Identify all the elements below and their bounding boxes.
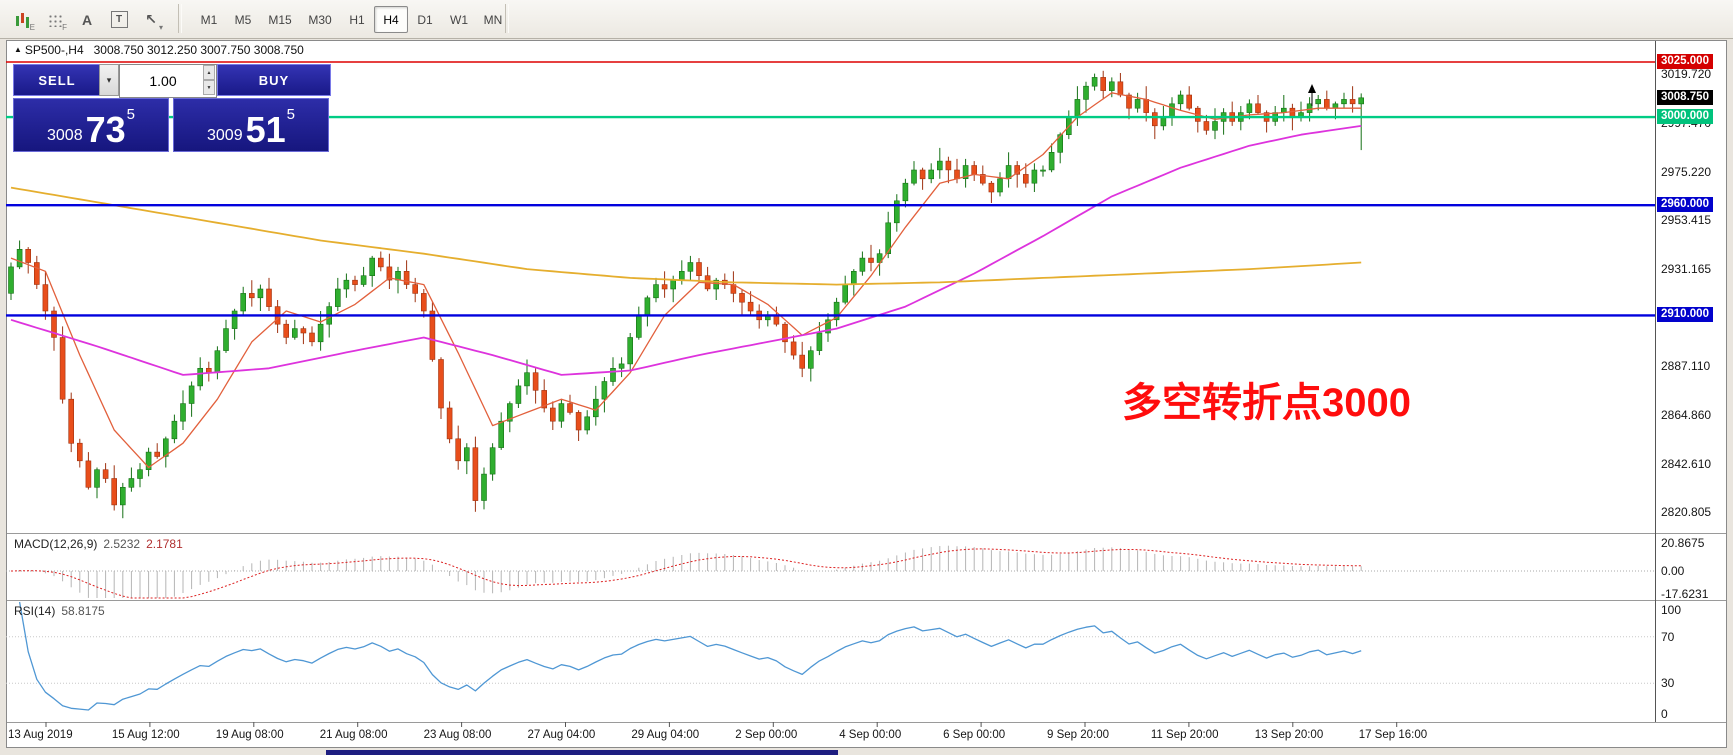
- timeframe-M5[interactable]: M5: [234, 12, 252, 27]
- time-tick-label: 9 Sep 20:00: [1047, 729, 1110, 741]
- ask-price-frac: 5: [286, 106, 295, 123]
- buy-button[interactable]: BUY: [217, 64, 331, 96]
- rsi-name: RSI(14): [14, 604, 56, 618]
- time-tick-label: 23 Aug 08:00: [423, 729, 492, 741]
- time-tick-label: 13 Sep 20:00: [1254, 729, 1324, 741]
- price-tick: 2842.610: [1661, 456, 1712, 471]
- sell-button[interactable]: SELL: [13, 64, 101, 96]
- timeframe-H4[interactable]: H4: [374, 6, 408, 33]
- time-tick-label: 27 Aug 04:00: [527, 729, 596, 741]
- macd-tick: 20.8675: [1661, 536, 1705, 551]
- chart-canvas[interactable]: [6, 40, 1727, 748]
- price-tag: 3000.000: [1657, 109, 1713, 125]
- ask-price-whole: 3009: [207, 127, 243, 144]
- chart-style-icon[interactable]: E: [8, 5, 38, 34]
- price-tick: 2931.165: [1661, 261, 1712, 276]
- price-tick: 2864.860: [1661, 407, 1712, 422]
- rsi-tick: 70: [1661, 629, 1675, 644]
- symbol-timeframe: SP500-,H4: [24, 43, 84, 57]
- rsi-value: 58.8175: [61, 604, 105, 618]
- toolbar-separator: [505, 4, 509, 33]
- rsi-tick: 30: [1661, 676, 1675, 691]
- price-tag: 2910.000: [1657, 307, 1713, 323]
- rsi-tick: 0: [1661, 707, 1668, 721]
- macd-main-value: 2.5232: [103, 537, 141, 551]
- macd-label: MACD(12,26,9) 2.5232 2.1781: [14, 537, 183, 551]
- time-tick-label: 15 Aug 12:00: [111, 729, 180, 741]
- timeframe-H1[interactable]: H1: [349, 12, 365, 27]
- time-tick-label: 4 Sep 00:00: [839, 729, 902, 741]
- draw-tools-icon[interactable]: ↖ ▾: [145, 11, 163, 32]
- timeframe-D1[interactable]: D1: [417, 12, 433, 27]
- macd-name: MACD(12,26,9): [14, 537, 98, 551]
- volume-input[interactable]: [119, 64, 217, 98]
- text-tool-icon[interactable]: T: [104, 5, 134, 34]
- macd-tick: -17.6231: [1661, 587, 1709, 602]
- time-tick-label: 2 Sep 00:00: [735, 729, 798, 741]
- price-tick: 2820.805: [1661, 505, 1712, 519]
- symbol-marker-icon: ▲: [14, 45, 22, 54]
- chart-title: ▲ SP500-,H4 3008.750 3012.250 3007.750 300…: [14, 43, 304, 57]
- volume-stepper[interactable]: ▲ ▼: [203, 65, 215, 95]
- ask-price-big: 51: [245, 109, 286, 151]
- time-tick-label: 11 Sep 20:00: [1150, 729, 1219, 741]
- price-tick: 2953.415: [1661, 212, 1712, 227]
- grid-icon[interactable]: F: [40, 5, 70, 34]
- timeframe-M15[interactable]: M15: [268, 12, 292, 27]
- ohlc-values: 3008.750 3012.250 3007.750 3008.750: [93, 43, 304, 57]
- volume-dropdown-button[interactable]: ▾: [99, 64, 119, 96]
- toolbar: E F A T ↖ ▾ M1 M5 M15 M30 H1 H4 D1 W1 MN: [0, 0, 1733, 39]
- price-tick: 2975.220: [1661, 164, 1712, 179]
- price-tag: 2960.000: [1657, 197, 1713, 213]
- timeframe-W1[interactable]: W1: [450, 12, 468, 27]
- price-tag: 3008.750: [1657, 89, 1713, 105]
- toolbar-separator: [178, 4, 182, 33]
- taskbar-sliver: [326, 750, 838, 755]
- time-tick-label: 29 Aug 04:00: [631, 729, 700, 741]
- timeframe-MN[interactable]: MN: [483, 12, 503, 27]
- volume-up-icon[interactable]: ▲: [203, 65, 215, 80]
- bid-price-whole: 3008: [47, 127, 83, 144]
- time-tick-label: 21 Aug 08:00: [319, 729, 388, 741]
- timeframe-M1[interactable]: M1: [200, 12, 218, 27]
- price-tick: 3019.720: [1661, 66, 1712, 81]
- price-tick: 2887.110: [1661, 358, 1711, 373]
- time-tick-label: 13 Aug 2019: [8, 729, 73, 741]
- time-tick-label: 6 Sep 00:00: [943, 729, 1006, 741]
- volume-down-icon[interactable]: ▼: [203, 80, 215, 95]
- bid-price-frac: 5: [126, 106, 135, 123]
- rsi-tick: 100: [1661, 603, 1682, 617]
- timeframe-M30[interactable]: M30: [308, 12, 332, 27]
- price-tag: 3025.000: [1657, 53, 1713, 69]
- bid-price-big: 73: [85, 109, 126, 151]
- time-tick-label: 19 Aug 08:00: [215, 729, 284, 741]
- chart-annotation-text[interactable]: 多空转折点3000: [1122, 381, 1411, 425]
- ask-price-panel[interactable]: 3009 51 5: [173, 98, 329, 152]
- rsi-label: RSI(14) 58.8175: [14, 604, 105, 618]
- bid-price-panel[interactable]: 3008 73 5: [13, 98, 169, 152]
- time-tick-label: 17 Sep 16:00: [1358, 729, 1428, 741]
- label-tool-icon[interactable]: A: [81, 11, 93, 28]
- macd-signal-value: 2.1781: [146, 537, 183, 551]
- macd-tick: 0.00: [1661, 564, 1685, 578]
